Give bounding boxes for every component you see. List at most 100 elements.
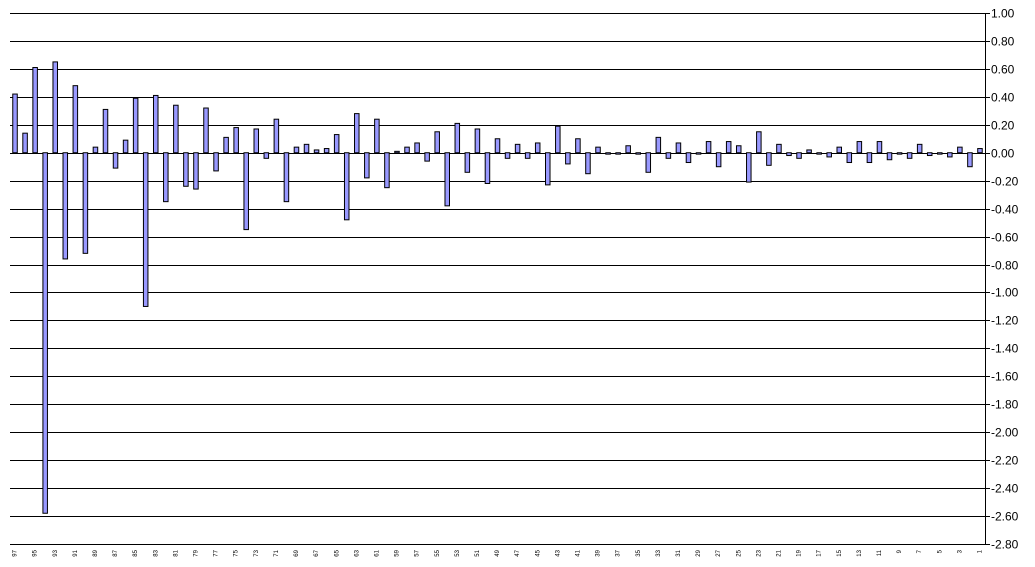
bar xyxy=(524,152,531,159)
y-tick-label: -2.40 xyxy=(991,482,1019,496)
x-tick-label: 81 xyxy=(173,549,179,556)
x-tick-label: 93 xyxy=(53,549,59,556)
bar xyxy=(826,152,832,158)
x-tick-label: 5 xyxy=(937,549,943,553)
x-tick-label: 65 xyxy=(334,549,340,556)
y-tick-label: -1.80 xyxy=(991,398,1019,412)
bar xyxy=(243,152,249,231)
bar xyxy=(303,143,310,154)
bar xyxy=(52,61,58,154)
bar xyxy=(474,128,481,154)
y-tick-label: 0.20 xyxy=(991,119,1015,133)
bar xyxy=(283,152,290,203)
bar xyxy=(565,152,571,165)
bar xyxy=(675,142,682,154)
x-tick-label: 47 xyxy=(515,549,521,556)
y-tick-label: -1.00 xyxy=(991,286,1019,300)
bar xyxy=(896,152,903,155)
x-tick-label: 51 xyxy=(475,549,481,556)
bar xyxy=(384,152,390,189)
y-tick-label: 0.60 xyxy=(991,63,1015,77)
x-tick-label: 19 xyxy=(797,549,803,556)
bar xyxy=(12,93,18,154)
bar xyxy=(926,152,933,157)
bar xyxy=(786,152,792,157)
bar xyxy=(374,118,380,154)
x-tick-label: 73 xyxy=(254,549,260,556)
y-tick-label: 1.00 xyxy=(991,7,1015,21)
x-tick-label: 83 xyxy=(153,549,159,556)
bar xyxy=(72,85,79,154)
x-tick-label: 17 xyxy=(817,549,823,556)
bar xyxy=(464,152,471,173)
y-tick-label: -0.60 xyxy=(991,231,1019,245)
bar xyxy=(705,141,712,154)
bar xyxy=(203,107,209,154)
x-tick-label: 39 xyxy=(596,549,602,556)
x-tick-label: 71 xyxy=(274,549,280,556)
bar xyxy=(193,152,199,190)
x-tick-label: 9 xyxy=(897,549,903,553)
bar xyxy=(957,146,963,154)
x-tick-label: 23 xyxy=(756,549,762,556)
bar xyxy=(253,128,260,154)
x-tick-label: 21 xyxy=(777,549,783,556)
bar xyxy=(746,152,752,183)
bar xyxy=(977,148,983,154)
x-tick-label: 53 xyxy=(455,549,461,556)
y-tick-label: -2.00 xyxy=(991,426,1019,440)
bar xyxy=(937,152,943,155)
x-tick-label: 45 xyxy=(535,549,541,556)
bar xyxy=(655,136,662,154)
x-tick-label: 75 xyxy=(234,549,240,556)
x-tick-label: 43 xyxy=(555,549,561,556)
y-tick-label: -1.60 xyxy=(991,370,1019,384)
x-tick-label: 89 xyxy=(93,549,99,556)
x-tick-label: 77 xyxy=(214,549,220,556)
x-tick-label: 67 xyxy=(314,549,320,556)
bar xyxy=(122,139,129,154)
x-tick-label: 95 xyxy=(33,549,39,556)
bar xyxy=(444,152,451,207)
bar xyxy=(806,149,812,154)
bar xyxy=(725,141,732,154)
bar xyxy=(333,134,340,154)
bar xyxy=(484,152,491,184)
bar xyxy=(906,152,913,159)
bar xyxy=(32,67,38,154)
x-tick-label: 11 xyxy=(877,549,883,556)
bar xyxy=(343,152,350,221)
x-tick-label: 63 xyxy=(354,549,360,556)
x-tick-label: 31 xyxy=(676,549,682,556)
bar xyxy=(776,143,782,154)
gridlines xyxy=(10,13,985,545)
x-tick-label: 61 xyxy=(374,549,380,556)
bar xyxy=(454,122,461,154)
bar xyxy=(434,131,440,154)
bar xyxy=(313,149,320,154)
bar xyxy=(504,152,511,159)
bar xyxy=(685,152,692,164)
bar xyxy=(22,132,28,154)
x-tick-label: 79 xyxy=(194,549,200,556)
bar xyxy=(555,125,561,154)
bar xyxy=(715,152,722,168)
bar xyxy=(102,108,109,154)
bar xyxy=(635,152,641,155)
bar xyxy=(323,148,330,154)
bar xyxy=(394,150,400,154)
bar xyxy=(183,152,189,187)
bar xyxy=(414,142,420,154)
x-tick-label: 37 xyxy=(616,549,622,556)
bar xyxy=(836,146,843,154)
x-tick-label: 15 xyxy=(837,549,843,556)
bar xyxy=(585,152,591,175)
bar xyxy=(595,146,601,154)
bar xyxy=(534,142,541,154)
bar xyxy=(62,152,69,260)
x-tick-label: 85 xyxy=(133,549,139,556)
y-tick-label: -1.40 xyxy=(991,342,1019,356)
bar xyxy=(967,152,973,168)
x-tick-label: 69 xyxy=(294,549,300,556)
